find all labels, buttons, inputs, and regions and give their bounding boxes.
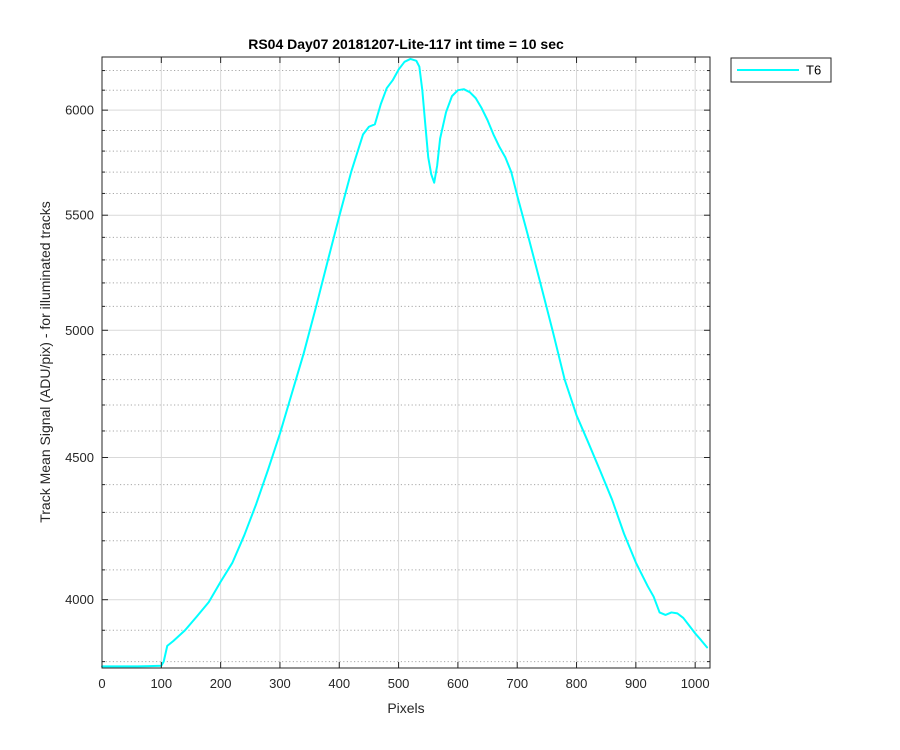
y-tick-label: 5000 [65,323,94,338]
x-tick-label: 0 [98,676,105,691]
x-tick-label: 900 [625,676,647,691]
x-tick-label: 400 [328,676,350,691]
x-tick-label: 800 [566,676,588,691]
plot-background [102,57,710,668]
x-tick-label: 500 [388,676,410,691]
y-axis-label: Track Mean Signal (ADU/pix) - for illumi… [37,201,53,523]
y-tick-label: 4000 [65,592,94,607]
x-tick-label: 1000 [681,676,710,691]
y-tick-label: 4500 [65,450,94,465]
x-tick-labels: 0 100 200 300 400 500 600 700 800 900 1000 [98,676,709,691]
y-tick-labels: 4000 4500 5000 5500 6000 [65,103,94,608]
x-tick-label: 700 [506,676,528,691]
x-tick-label: 300 [269,676,291,691]
y-tick-label: 6000 [65,103,94,118]
legend[interactable]: T6 [730,57,832,83]
chart-title: RS04 Day07 20181207-Lite-117 int time = … [248,36,564,52]
minor-grid [102,70,710,663]
x-tick-label: 200 [210,676,232,691]
x-axis-label: Pixels [387,700,424,716]
tick-marks [101,57,710,668]
series-line-t6 [101,57,709,668]
y-tick-label: 5500 [65,208,94,223]
plot-frame [101,56,711,669]
legend-entry-t6: T6 [806,63,821,78]
x-tick-label: 600 [447,676,469,691]
x-tick-label: 100 [150,676,172,691]
series-layer [101,57,709,668]
